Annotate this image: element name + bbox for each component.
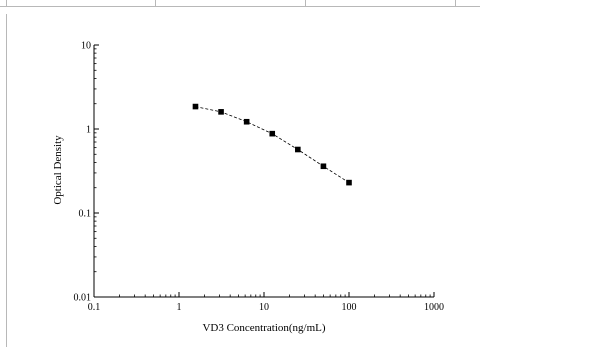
data-point [243,118,250,125]
data-point [346,179,352,186]
chart-axes [93,45,434,298]
frame-cell-divider [455,0,456,7]
fit-curve [195,106,350,183]
table-frame-top [0,0,601,14]
x-tick-label: 100 [342,302,357,313]
data-point [192,103,199,110]
x-tick-label: 0.1 [88,302,101,313]
y-tick-label: 10 [81,41,91,52]
table-frame-left [6,14,7,347]
series-line [195,106,350,183]
y-tick-label: 0.1 [79,209,92,220]
frame-cell-divider [6,0,7,7]
x-tick-label: 1 [177,302,182,313]
data-points [192,103,352,186]
data-point [295,146,301,153]
data-point [269,130,276,137]
frame-cell-divider [305,0,306,7]
y-tick-label: 1 [86,125,91,136]
y-axis-label: Optical Density [52,135,64,205]
x-tick-label: 1000 [424,302,444,313]
data-point [320,163,327,170]
x-axis-label: VD3 Concentration(ng/mL) [202,322,325,334]
x-tick-label: 10 [259,302,269,313]
data-point [218,109,224,115]
frame-top-rule [0,6,480,7]
frame-cell-divider [155,0,156,7]
y-tick-label: 0.01 [74,293,92,304]
